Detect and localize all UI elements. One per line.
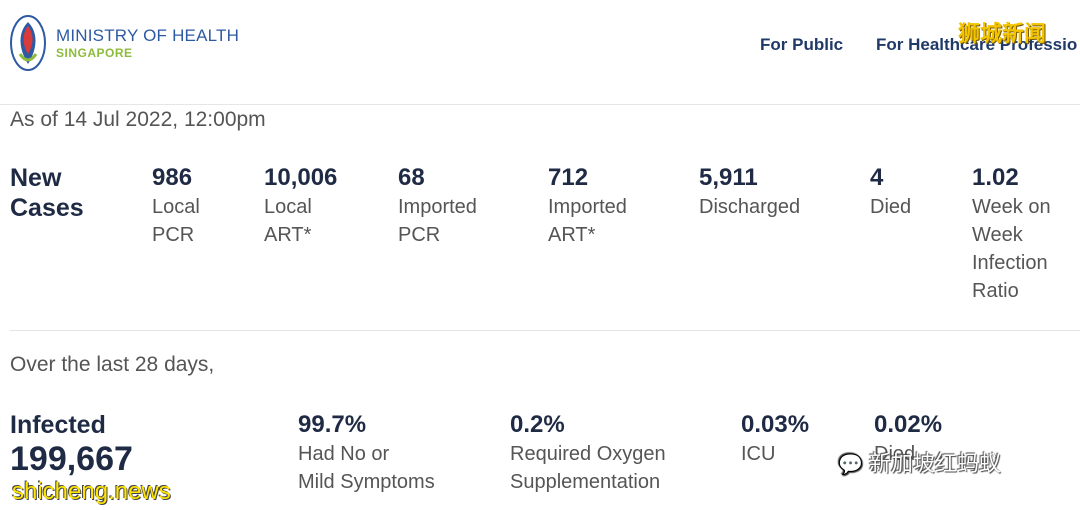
stat-died-28: 0.02% Died [874, 410, 942, 468]
watermark-wechat: 💬 新加坡红蚂蚁 [838, 446, 1001, 478]
new-cases-heading-line2: Cases [10, 194, 84, 222]
infected-label: Infected [10, 411, 106, 439]
stat-label: Imported ART* [548, 196, 627, 246]
nav-for-healthcare-professionals[interactable]: For Healthcare Professio [876, 35, 1078, 54]
stat-value: 68 [398, 164, 425, 191]
stat-label: Local PCR [152, 196, 200, 246]
stat-label: Week on Week Infection Ratio [972, 196, 1051, 302]
last-28-days-heading: Over the last 28 days, [10, 353, 215, 376]
stat-label: Local ART* [264, 196, 312, 246]
stat-value: 5,911 [699, 164, 758, 191]
stat-imported-art: 712 Imported ART* [548, 163, 627, 249]
stat-value: 0.03% [741, 411, 810, 438]
stat-local-pcr: 986 Local PCR [152, 163, 200, 249]
stat-died: 4 Died [870, 163, 911, 221]
stat-value: 4 [870, 164, 884, 191]
stat-mild-symptoms: 99.7% Had No or Mild Symptoms [298, 410, 435, 496]
stat-label: Had No or Mild Symptoms [298, 443, 435, 493]
stat-infection-ratio: 1.02 Week on Week Infection Ratio [972, 163, 1051, 305]
stat-label: Discharged [699, 196, 801, 218]
watermark-site: shicheng.news [12, 478, 171, 505]
brand-name[interactable]: MINISTRY OF HEALTH [56, 26, 240, 45]
watermark-wechat-text: 新加坡红蚂蚁 [868, 451, 1001, 476]
stat-value: 1.02 [972, 164, 1019, 191]
stat-value: 99.7% [298, 411, 367, 438]
nav-for-public[interactable]: For Public [760, 35, 844, 54]
stat-value: 10,006 [264, 164, 338, 191]
infected-value: 199,667 [10, 440, 133, 478]
stat-value: 0.2% [510, 411, 565, 438]
stat-label: Required Oxygen Supplementation [510, 443, 666, 493]
stat-value: 712 [548, 164, 589, 191]
stat-local-art: 10,006 Local ART* [264, 163, 337, 249]
stat-value: 986 [152, 164, 193, 191]
stat-label: ICU [741, 443, 776, 465]
stat-discharged: 5,911 Discharged [699, 163, 800, 221]
site-header: MINISTRY OF HEALTH SINGAPORE For Public … [0, 0, 1080, 105]
stat-oxygen: 0.2% Required Oxygen Supplementation [510, 410, 666, 496]
watermark-top: 狮城新闻 [958, 21, 1047, 46]
section-divider [10, 330, 1080, 331]
stat-imported-pcr: 68 Imported PCR [398, 163, 477, 249]
new-cases-heading-line1: New [10, 164, 62, 192]
as-of-timestamp: As of 14 Jul 2022, 12:00pm [10, 108, 266, 131]
stat-icu: 0.03% ICU [741, 410, 809, 468]
moh-logo-icon[interactable] [10, 14, 46, 72]
wechat-icon: 💬 [838, 454, 863, 476]
stat-value: 0.02% [874, 411, 943, 438]
new-cases-heading: New Cases [10, 163, 84, 223]
stat-label: Died [870, 196, 912, 218]
brand-subtitle[interactable]: SINGAPORE [56, 46, 133, 60]
stat-label: Imported PCR [398, 196, 477, 246]
stat-label: Died [874, 443, 916, 465]
